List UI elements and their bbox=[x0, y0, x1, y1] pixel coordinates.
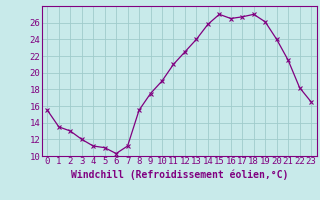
X-axis label: Windchill (Refroidissement éolien,°C): Windchill (Refroidissement éolien,°C) bbox=[70, 169, 288, 180]
